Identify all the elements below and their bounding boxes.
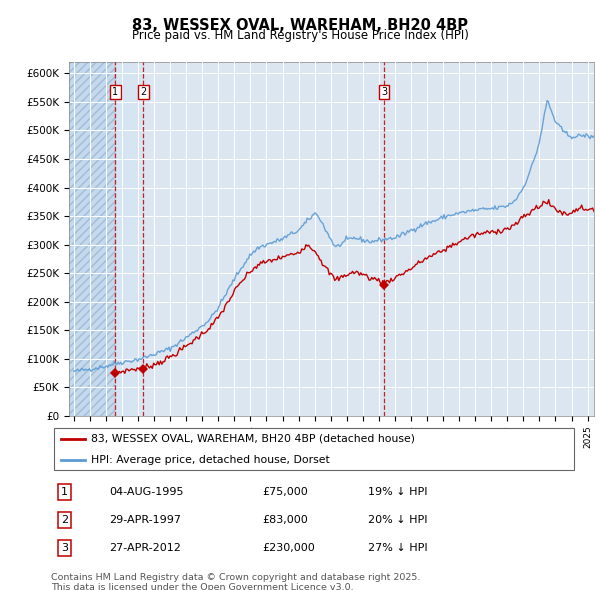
Text: 27-APR-2012: 27-APR-2012 [109,543,181,553]
Bar [69,62,115,416]
Text: £83,000: £83,000 [262,515,308,525]
Text: 27% ↓ HPI: 27% ↓ HPI [368,543,427,553]
Text: 19% ↓ HPI: 19% ↓ HPI [368,487,427,497]
Text: 3: 3 [61,543,68,553]
Bar [69,62,115,416]
Text: 2: 2 [61,515,68,525]
Text: 2: 2 [140,87,146,97]
Text: 20% ↓ HPI: 20% ↓ HPI [368,515,427,525]
Text: 29-APR-1997: 29-APR-1997 [109,515,181,525]
Text: HPI: Average price, detached house, Dorset: HPI: Average price, detached house, Dors… [91,455,329,466]
Text: This data is licensed under the Open Government Licence v3.0.: This data is licensed under the Open Gov… [51,583,353,590]
Text: 04-AUG-1995: 04-AUG-1995 [109,487,184,497]
Text: Contains HM Land Registry data © Crown copyright and database right 2025.: Contains HM Land Registry data © Crown c… [51,573,421,582]
Text: 83, WESSEX OVAL, WAREHAM, BH20 4BP (detached house): 83, WESSEX OVAL, WAREHAM, BH20 4BP (deta… [91,434,415,444]
Text: £230,000: £230,000 [262,543,315,553]
Bar [115,62,143,416]
Text: £75,000: £75,000 [262,487,308,497]
FancyBboxPatch shape [53,428,574,470]
Text: 1: 1 [112,87,118,97]
Text: 83, WESSEX OVAL, WAREHAM, BH20 4BP: 83, WESSEX OVAL, WAREHAM, BH20 4BP [132,18,468,32]
Text: 3: 3 [381,87,387,97]
Text: Price paid vs. HM Land Registry's House Price Index (HPI): Price paid vs. HM Land Registry's House … [131,30,469,42]
Text: 1: 1 [61,487,68,497]
